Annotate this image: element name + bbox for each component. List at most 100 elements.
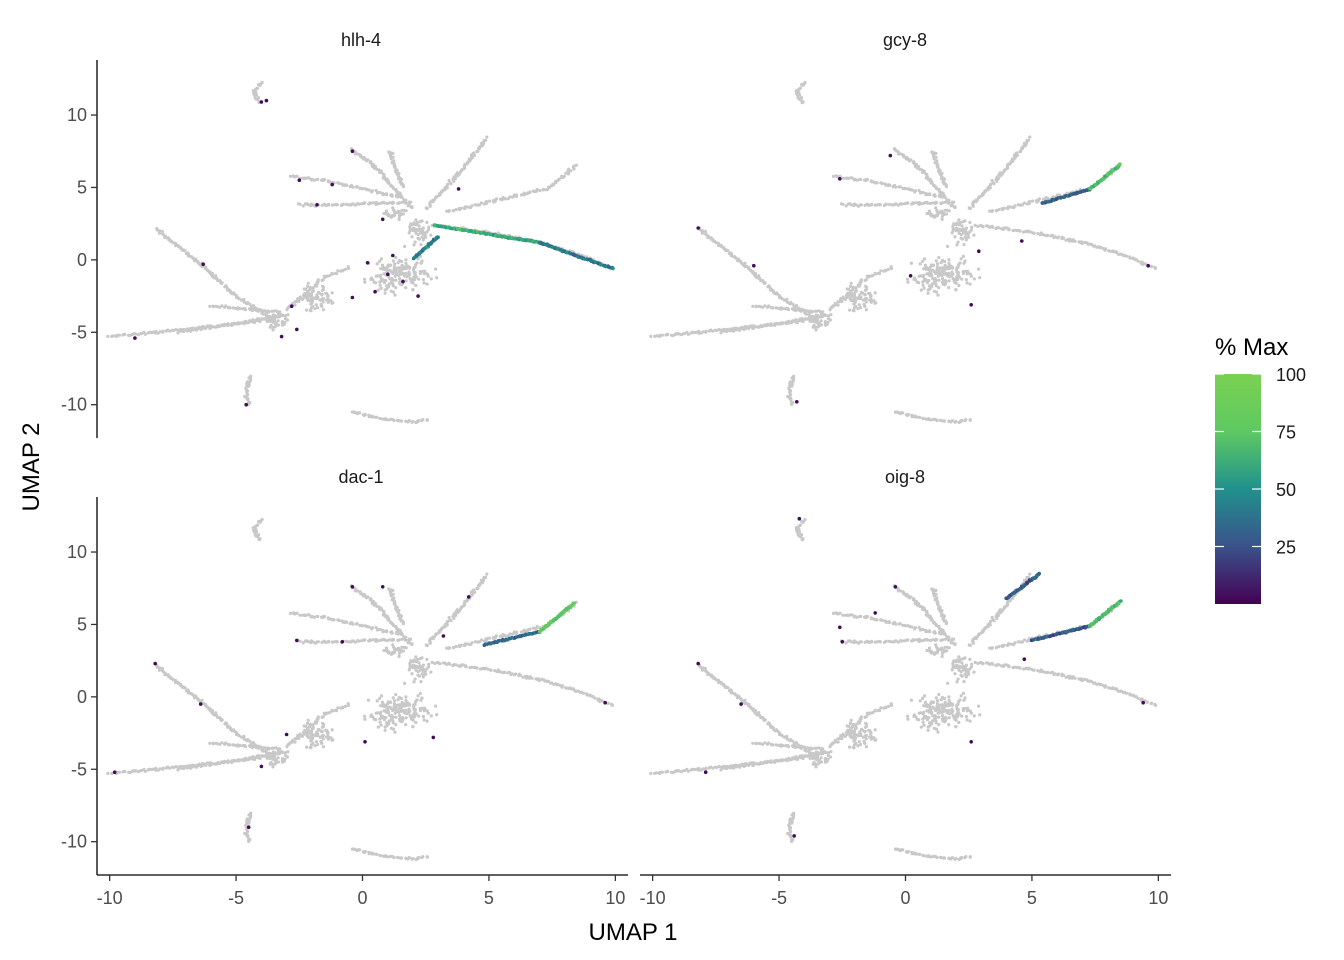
background-cell-point [838, 611, 842, 615]
background-cell-point [914, 638, 919, 642]
expression-point [908, 274, 913, 278]
background-cell-point [401, 271, 405, 276]
background-cell-point [1028, 200, 1032, 204]
background-cell-point [1002, 170, 1006, 174]
background-cell-point [941, 280, 945, 284]
background-cell-point [404, 708, 408, 713]
background-cell-point [271, 765, 275, 769]
background-cell-point [316, 614, 320, 619]
background-cell-point [704, 329, 708, 333]
background-cell-point [868, 298, 872, 302]
background-cell-point [1042, 233, 1046, 237]
background-cell-point [269, 752, 273, 756]
background-cell-point [403, 244, 407, 248]
background-cell-point [791, 756, 795, 760]
background-cell-point [531, 626, 536, 630]
background-cell-point [864, 300, 868, 304]
background-cell-point [388, 201, 392, 205]
background-cell-point [262, 317, 266, 321]
background-cell-point [935, 208, 939, 212]
background-cell-point [412, 243, 416, 247]
background-cell-point [261, 748, 265, 752]
background-cell-point [336, 269, 340, 273]
background-cell-point [383, 728, 387, 732]
background-cell-point [311, 726, 315, 730]
background-cell-point [915, 603, 919, 607]
background-cell-point [347, 640, 351, 644]
background-cell-point [401, 622, 405, 626]
background-cell-point [861, 298, 865, 302]
background-cell-point [256, 746, 260, 750]
background-cell-point [964, 236, 969, 240]
background-cell-point [928, 192, 932, 196]
background-cell-point [905, 413, 910, 417]
background-cell-point [426, 665, 431, 669]
background-cell-point [870, 640, 874, 644]
background-cell-point [367, 415, 371, 419]
background-cell-point [935, 213, 940, 217]
background-cell-point [1060, 237, 1064, 241]
y-tick-label: 5 [77, 177, 87, 197]
background-cell-point [378, 627, 382, 632]
background-cell-point [328, 711, 332, 715]
background-cell-point [927, 273, 931, 277]
background-cell-point [412, 707, 416, 711]
background-cell-point [258, 520, 262, 524]
background-cell-point [303, 294, 307, 298]
background-cell-point [271, 757, 275, 761]
background-cell-point [879, 181, 883, 185]
expression-point [198, 702, 203, 706]
background-cell-point [811, 319, 815, 323]
background-cell-point [398, 280, 402, 284]
background-cell-point [293, 740, 297, 744]
background-cell-point [921, 283, 925, 287]
background-cell-point [246, 830, 250, 834]
background-cell-point [387, 719, 392, 723]
background-cell-point [350, 202, 354, 206]
background-cell-point [344, 202, 348, 206]
background-cell-point [226, 759, 230, 763]
background-cell-point [316, 715, 320, 719]
background-cell-point [400, 645, 404, 649]
background-cell-point [154, 766, 158, 770]
background-cell-point [427, 662, 431, 666]
background-cell-point [429, 670, 433, 674]
background-cell-point [766, 759, 770, 764]
background-cell-point [1057, 235, 1061, 239]
background-cell-point [761, 324, 765, 328]
background-cell-point [527, 676, 531, 680]
background-cell-point [794, 308, 799, 312]
background-cell-point [410, 642, 414, 647]
background-cell-point [927, 209, 932, 213]
background-cell-point [363, 638, 367, 642]
background-cell-point [934, 284, 938, 288]
background-cell-point [660, 333, 665, 337]
background-cell-point [968, 220, 972, 224]
background-cell-point [210, 325, 214, 329]
background-cell-point [488, 199, 492, 203]
background-cell-point [376, 288, 380, 292]
background-cell-point [117, 770, 121, 774]
background-cell-point [397, 638, 401, 642]
background-cell-point [414, 231, 418, 235]
background-cell-point [397, 710, 401, 714]
background-cell-point [412, 680, 416, 684]
background-cell-point [265, 310, 269, 315]
background-cell-point [956, 265, 960, 269]
background-cell-point [256, 98, 260, 102]
background-cell-point [358, 411, 362, 415]
background-cell-point [960, 224, 964, 228]
background-cell-point [321, 297, 325, 301]
background-cell-point [386, 181, 390, 185]
background-cell-point [494, 197, 498, 201]
background-cell-point [407, 856, 411, 860]
background-cell-point [817, 746, 821, 750]
background-cell-point [448, 618, 452, 622]
background-cell-point [286, 313, 290, 317]
background-cell-point [350, 639, 354, 643]
background-cell-point [913, 190, 917, 194]
background-cell-point [134, 332, 138, 336]
background-cell-point [910, 188, 914, 192]
background-cell-point [479, 201, 484, 205]
background-cell-point [280, 313, 284, 318]
